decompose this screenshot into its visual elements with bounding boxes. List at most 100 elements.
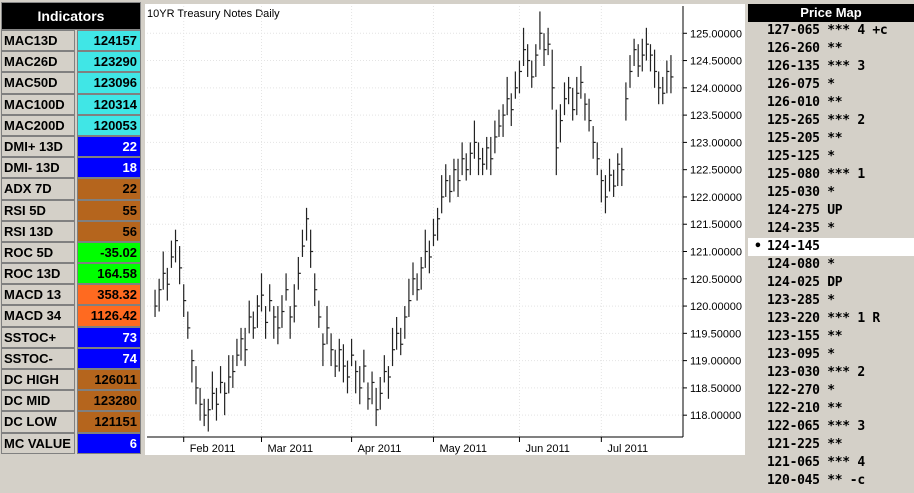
chart-background [145, 4, 745, 455]
indicator-label: MC VALUE [1, 432, 75, 454]
price-level-text: 126-260 ** [767, 41, 843, 56]
indicator-label: SSTOC- [1, 347, 75, 369]
indicator-value: 1126.42 [77, 305, 141, 327]
price-level: 126-260 ** [748, 40, 914, 58]
price-level-text: 126-075 * [767, 77, 835, 92]
indicator-row: DC HIGH 126011 [1, 369, 141, 391]
price-level-text: 122-065 *** 3 [767, 419, 865, 434]
x-tick-label: Apr 2011 [358, 443, 402, 455]
y-tick-label: 121.50000 [690, 219, 742, 231]
price-level-text: 123-095 * [767, 347, 835, 362]
price-map-panel: Price Map 127-065 *** 4 +c 126-260 ** 126-… [748, 4, 914, 490]
price-level-text: 125-080 *** 1 [767, 167, 865, 182]
price-level: 125-205 ** [748, 130, 914, 148]
indicator-row: SSTOC- 74 [1, 347, 141, 369]
price-level-text: 126-135 *** 3 [767, 59, 865, 74]
y-tick-label: 123.50000 [690, 110, 742, 122]
price-level: 125-125 * [748, 148, 914, 166]
price-level-text: 125-205 ** [767, 131, 843, 146]
indicator-row: MAC200D 120053 [1, 114, 141, 136]
price-level: 125-080 *** 1 [748, 166, 914, 184]
y-tick-label: 120.50000 [690, 274, 742, 286]
price-level: 127-065 *** 4 +c [748, 22, 914, 40]
y-tick-label: 122.50000 [690, 165, 742, 177]
price-level-text: 120-045 ** -c [767, 473, 865, 488]
indicator-row: DMI- 13D 18 [1, 157, 141, 179]
indicator-panel: Indicators MAC13D 124157 MAC26D 123290 MAC50… [1, 2, 141, 454]
indicator-row: MACD 13 358.32 [1, 284, 141, 306]
y-tick-label: 122.00000 [690, 192, 742, 204]
indicator-value: 22 [77, 135, 141, 158]
indicator-value: 123290 [77, 51, 141, 73]
price-level: 124-235 * [748, 220, 914, 238]
indicator-row: ROC 13D 164.58 [1, 263, 141, 285]
indicator-label: RSI 13D [1, 220, 75, 242]
indicator-value: 120314 [77, 93, 141, 115]
price-level: 123-030 *** 2 [748, 364, 914, 382]
indicator-value: 126011 [77, 369, 141, 391]
price-level-text: 125-265 *** 2 [767, 113, 865, 128]
indicator-row: MAC13D 124157 [1, 30, 141, 52]
price-map-header: Price Map [748, 4, 914, 22]
price-level: 123-155 ** [748, 328, 914, 346]
price-level-text: 124-235 * [767, 221, 835, 236]
indicator-label: MAC26D [1, 51, 75, 73]
price-level: 123-285 * [748, 292, 914, 310]
price-level-text: 124-080 * [767, 257, 835, 272]
indicator-row: ROC 5D -35.02 [1, 241, 141, 264]
price-level: 121-065 *** 4 [748, 454, 914, 472]
price-level: 123-095 * [748, 346, 914, 364]
y-tick-label: 123.00000 [690, 137, 742, 149]
indicator-label: DMI- 13D [1, 157, 75, 179]
price-level: 124-080 * [748, 256, 914, 274]
y-tick-label: 120.00000 [690, 301, 742, 313]
price-level: 125-030 * [748, 184, 914, 202]
price-level: 122-065 *** 3 [748, 418, 914, 436]
price-level: 123-220 *** 1 R [748, 310, 914, 328]
indicator-label: SSTOC+ [1, 326, 75, 348]
y-tick-label: 119.50000 [690, 328, 741, 340]
indicator-label: DC HIGH [1, 369, 75, 391]
price-level-text: 124-145 [767, 239, 820, 254]
price-level-text: 127-065 *** 4 +c [767, 23, 888, 38]
price-level: 120-045 ** -c [748, 472, 914, 490]
y-tick-label: 118.50000 [690, 383, 741, 395]
indicator-label: MACD 34 [1, 305, 75, 327]
indicator-value: 124157 [77, 30, 141, 52]
price-level: • 124-145 [748, 238, 914, 256]
price-chart: 10YR Treasury Notes Daily 118.00000 118.5… [145, 4, 745, 455]
x-tick-label: Jun 2011 [525, 443, 569, 455]
price-level: 126-010 ** [748, 94, 914, 112]
indicator-label: RSI 5D [1, 199, 75, 221]
x-tick-label: May 2011 [439, 443, 487, 455]
indicator-row: MAC100D 120314 [1, 93, 141, 115]
x-tick-label: Feb 2011 [190, 443, 236, 455]
indicator-header: Indicators [1, 2, 141, 30]
indicator-label: MAC50D [1, 72, 75, 94]
indicator-label: DMI+ 13D [1, 135, 75, 158]
indicator-row: DMI+ 13D 22 [1, 135, 141, 158]
indicator-label: DC MID [1, 390, 75, 412]
indicator-row: ADX 7D 22 [1, 178, 141, 200]
y-tick-label: 124.00000 [690, 83, 742, 95]
y-tick-label: 119.00000 [690, 356, 741, 368]
indicator-row: DC MID 123280 [1, 390, 141, 412]
indicator-row: MAC50D 123096 [1, 72, 141, 94]
price-level-text: 125-125 * [767, 149, 835, 164]
price-level: 126-075 * [748, 76, 914, 94]
x-tick-label: Mar 2011 [268, 443, 314, 455]
indicator-label: DC LOW [1, 411, 75, 433]
indicator-label: ROC 13D [1, 263, 75, 285]
indicator-value: -35.02 [77, 241, 141, 264]
price-level-text: 123-285 * [767, 293, 835, 308]
indicator-label: MAC200D [1, 114, 75, 136]
indicator-row: MACD 34 1126.42 [1, 305, 141, 327]
y-tick-label: 125.00000 [690, 28, 742, 40]
price-level: 121-225 ** [748, 436, 914, 454]
price-level-text: 126-010 ** [767, 95, 843, 110]
indicator-label: ADX 7D [1, 178, 75, 200]
price-level: 122-210 ** [748, 400, 914, 418]
price-level-text: 121-225 ** [767, 437, 843, 452]
indicator-label: MAC100D [1, 93, 75, 115]
